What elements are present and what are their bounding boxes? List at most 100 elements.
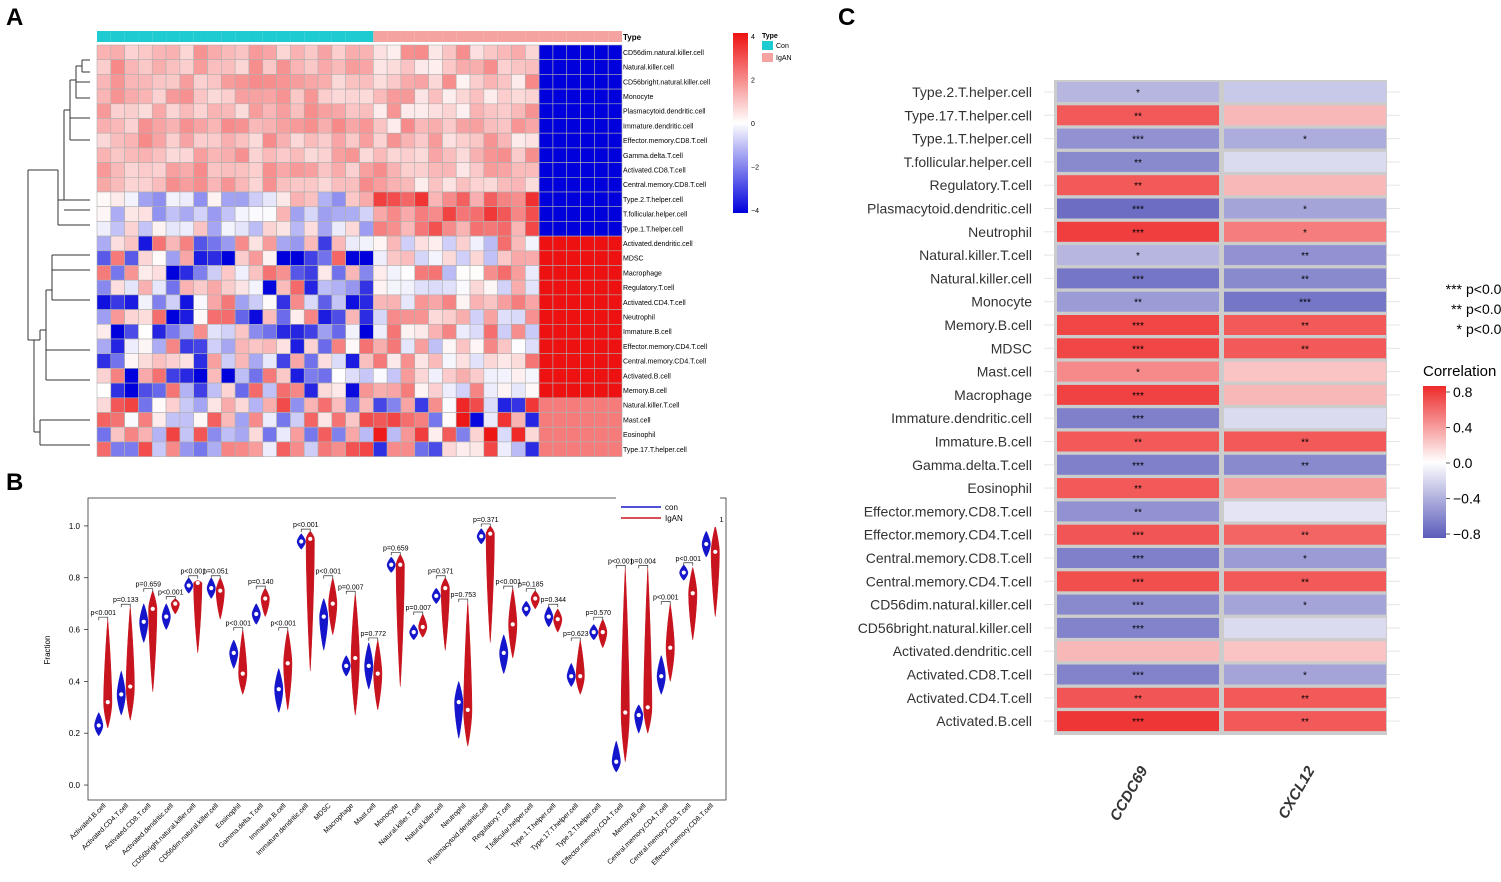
p-value-bracket — [525, 588, 536, 592]
heatmap-cell — [497, 426, 512, 443]
heatmap-cell — [594, 265, 609, 281]
heatmap-cell — [290, 426, 305, 443]
heatmap-cell — [234, 44, 250, 60]
heatmap-cell — [138, 279, 153, 296]
heatmap-cell — [317, 265, 333, 281]
heatmap-cell — [179, 279, 195, 296]
heatmap-cell — [110, 118, 125, 134]
heatmap-cell — [331, 221, 346, 237]
heatmap-cell — [138, 191, 153, 207]
heatmap-cell — [179, 44, 195, 60]
correlation-cell — [1057, 571, 1219, 592]
heatmap-cell — [138, 59, 153, 75]
heatmap-cell — [193, 235, 208, 252]
heatmap-cell — [317, 279, 333, 296]
correlation-cell — [1057, 384, 1219, 405]
heatmap-cell — [234, 206, 250, 222]
correlation-cell — [1057, 128, 1219, 149]
heatmap-cell — [386, 132, 402, 149]
annotation-cell-igan — [511, 31, 526, 42]
heatmap-cell — [331, 323, 346, 340]
heatmap-cell — [400, 44, 416, 60]
p-value-bracket — [593, 616, 604, 621]
heatmap-cell — [524, 368, 540, 384]
heatmap-cell — [303, 88, 319, 105]
heatmap-cell — [290, 412, 305, 428]
heatmap-cell — [221, 441, 236, 457]
heatmap-cell — [386, 338, 402, 354]
heatmap-cell — [442, 235, 457, 252]
heatmap-cell — [165, 265, 181, 281]
heatmap-cell — [414, 177, 429, 193]
heatmap-cell — [179, 177, 195, 193]
correlation-cell — [1224, 198, 1386, 219]
heatmap-cell — [179, 74, 195, 90]
significance-stars: *** — [1132, 601, 1144, 612]
heatmap-cell — [138, 235, 153, 252]
heatmap-cell — [442, 74, 457, 90]
correlation-cell — [1224, 408, 1386, 429]
heatmap-cell — [359, 412, 374, 428]
heatmap-cell — [96, 368, 112, 384]
heatmap-cell — [497, 323, 512, 340]
heatmap-cell — [179, 103, 195, 119]
heatmap-cell — [594, 235, 609, 252]
annotation-cell-con — [138, 31, 153, 42]
heatmap-cell — [331, 426, 346, 443]
heatmap-cell — [442, 368, 457, 384]
heatmap-cell — [331, 235, 346, 252]
heatmap-cell — [594, 382, 609, 399]
correlation-cell — [1057, 641, 1219, 662]
heatmap-cell — [110, 279, 125, 296]
heatmap-cell — [124, 368, 139, 384]
correlation-cell — [1224, 175, 1386, 196]
correlation-cell — [1057, 175, 1219, 196]
heatmap-cell — [469, 118, 485, 134]
heatmap-cell — [221, 118, 236, 134]
heatmap-cell — [207, 412, 222, 428]
heatmap-cell — [165, 147, 181, 163]
violin-median-dot — [623, 710, 628, 715]
heatmap-cell — [524, 162, 540, 178]
significance-stars: ** — [1134, 438, 1142, 449]
heatmap-cell — [317, 412, 333, 428]
row-label: Regulatory.T.cell — [623, 285, 675, 292]
heatmap-cell — [165, 353, 181, 369]
heatmap-cell — [179, 59, 195, 75]
heatmap-cell — [373, 118, 388, 134]
heatmap-cell — [138, 353, 153, 369]
heatmap-cell — [165, 426, 181, 443]
significance-stars: ** — [1301, 274, 1309, 285]
heatmap-cell — [359, 368, 374, 384]
heatmap-cell — [469, 74, 485, 90]
heatmap-cell — [511, 191, 526, 207]
heatmap-cell — [511, 59, 526, 75]
heatmap-cell — [594, 323, 609, 340]
heatmap-cell — [386, 191, 402, 207]
heatmap-cell — [373, 397, 388, 413]
heatmap-cell — [400, 147, 416, 163]
correlation-row-label: Activated.CD8.T.cell — [907, 667, 1032, 683]
correlation-cell — [1224, 338, 1386, 359]
p-value-label: p=0.185 — [518, 582, 544, 589]
annotation-cell-con — [276, 31, 291, 42]
heatmap-cell — [400, 191, 416, 207]
heatmap-cell — [303, 441, 319, 457]
heatmap-cell — [165, 103, 181, 119]
heatmap-cell — [497, 397, 512, 413]
heatmap-cell — [234, 88, 250, 105]
heatmap-cell — [221, 338, 236, 354]
heatmap-cell — [193, 191, 208, 207]
heatmap-cell — [483, 162, 498, 178]
heatmap-cell — [607, 177, 623, 193]
heatmap-cell — [248, 59, 264, 75]
correlation-cell — [1224, 641, 1386, 662]
heatmap-cell — [386, 279, 402, 296]
correlation-cell — [1224, 664, 1386, 685]
heatmap-cell — [428, 44, 443, 60]
heatmap-cell — [552, 338, 568, 354]
heatmap-cell — [566, 103, 581, 119]
heatmap-cell — [138, 323, 153, 340]
violin-median-dot — [321, 614, 326, 619]
heatmap-cell — [248, 309, 264, 325]
